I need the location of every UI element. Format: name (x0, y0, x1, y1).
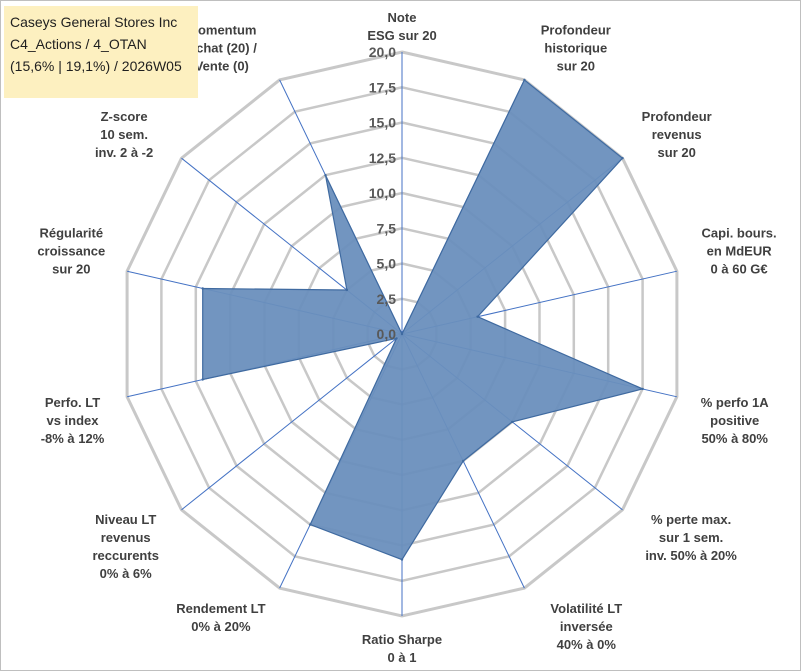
axis-label-line: -8% à 12% (41, 431, 105, 446)
chart-title-box: Caseys General Stores Inc C4_Actions / 4… (4, 6, 198, 98)
tick-label: 20,0 (369, 44, 396, 60)
tick-label: 12,5 (369, 150, 396, 166)
axis-label-line: revenus (652, 127, 702, 142)
axis-label-line: Perfo. LT (45, 395, 100, 410)
tick-label: 10,0 (369, 185, 396, 201)
chart-title: Caseys General Stores Inc (10, 14, 178, 30)
axis-label-line: 0 à 1 (388, 650, 417, 665)
data-point (621, 157, 624, 160)
axis-label-line: revenus (101, 530, 151, 545)
axis-label: Capi. bours. en MdEUR 0 à 60 G€ (702, 226, 777, 277)
axis-label: Ratio Sharpe 0 à 1 (362, 632, 442, 665)
axis-label-line: sur 20 (52, 262, 90, 277)
axis-label: Profondeur historique sur 20 (541, 23, 611, 74)
axis-label-line: reccurents (92, 548, 158, 563)
axis-label: Z-score 10 sem. inv. 2 à -2 (95, 109, 153, 160)
axis-label: Volatilité LT inversée 40% à 0% (550, 601, 622, 652)
axis-label-line: sur 1 sem. (659, 530, 723, 545)
axis-label-line: inversée (560, 619, 613, 634)
axis-label-line: Momentum (187, 23, 256, 38)
axis-label-line: Ratio Sharpe (362, 632, 442, 647)
tick-label: 15,0 (369, 115, 396, 131)
series-area (202, 78, 645, 561)
data-point (523, 78, 526, 82)
axis-label-line: Note (388, 10, 417, 25)
axis-label-line: historique (544, 41, 607, 56)
axis-label-line: % perfo 1A (701, 395, 770, 410)
data-point (345, 288, 349, 292)
axis-label-line: croissance (37, 244, 105, 259)
axis-label-line: 0 à 60 G€ (711, 262, 768, 277)
axis-label-line: Régularité (40, 226, 104, 241)
axis-label: Régularité croissance sur 20 (37, 226, 105, 277)
axis-label-line: Profondeur (642, 109, 712, 124)
axis-label-line: inv. 50% à 20% (645, 548, 737, 563)
axis-label-line: % perte max. (651, 512, 731, 527)
axis-label: % perte max. sur 1 sem. inv. 50% à 20% (645, 512, 737, 563)
axis-label: Rendement LT 0% à 20% (176, 601, 265, 634)
radar-tick-labels: 0,0 2,5 5,0 7,5 10,0 12,5 15,0 17,5 20,0 (369, 44, 396, 342)
data-point (511, 420, 514, 424)
data-point (201, 287, 204, 290)
axis-label-line: sur 20 (557, 59, 595, 74)
axis-label-line: Rendement LT (176, 601, 265, 616)
axis-label-line: 50% à 80% (701, 431, 768, 446)
data-point (201, 378, 204, 381)
data-point (324, 174, 327, 177)
data-point (462, 459, 465, 463)
axis-label-line: positive (710, 413, 759, 428)
axis-spoke (181, 333, 403, 511)
axis-label-line: 40% à 0% (557, 637, 617, 652)
axis-label-line: 0% à 20% (191, 619, 251, 634)
tick-label: 7,5 (377, 220, 397, 236)
axis-label-line: Profondeur (541, 23, 611, 38)
radar-axis-labels: Note ESG sur 20 Profondeur historique sur 20… (37, 10, 776, 665)
data-point (395, 337, 398, 340)
data-point (400, 558, 404, 561)
axis-label: Perfo. LT vs index -8% à 12% (41, 395, 105, 446)
axis-label-line: 10 sem. (100, 127, 148, 142)
chart-subtitle-category: C4_Actions / 4_OTAN (10, 36, 147, 52)
tick-label: 17,5 (369, 79, 396, 95)
radar-series (201, 78, 645, 561)
data-point (309, 523, 312, 526)
tick-label: 0,0 (377, 326, 397, 342)
axis-label-line: sur 20 (658, 145, 696, 160)
axis-label-line: Niveau LT (95, 512, 156, 527)
axis-label-line: Vente (0) (195, 59, 249, 74)
axis-label-line: Volatilité LT (550, 601, 622, 616)
chart-subtitle-stats: (15,6% | 19,1%) / 2026W05 (10, 58, 182, 74)
axis-label: Momentum Achat (20) / Vente (0) (187, 23, 257, 74)
axis-label-line: Achat (20) / (187, 41, 257, 56)
axis-label: Profondeur revenus sur 20 (642, 109, 712, 160)
data-point (476, 315, 479, 318)
axis-label: Niveau LT revenus reccurents 0% à 6% (92, 512, 158, 581)
tick-label: 2,5 (377, 291, 397, 307)
axis-label: % perfo 1A positive 50% à 80% (701, 395, 770, 446)
axis-label-line: vs index (46, 413, 99, 428)
axis-label-line: ESG sur 20 (367, 28, 436, 43)
data-point (400, 332, 404, 336)
axis-label-line: inv. 2 à -2 (95, 145, 153, 160)
axis-label-line: en MdEUR (707, 244, 773, 259)
axis-label-line: Z-score (101, 109, 148, 124)
data-point (641, 387, 644, 391)
axis-label-line: Capi. bours. (702, 226, 777, 241)
axis-label-line: 0% à 6% (100, 566, 152, 581)
axis-label: Note ESG sur 20 (367, 10, 436, 43)
tick-label: 5,0 (377, 256, 397, 272)
